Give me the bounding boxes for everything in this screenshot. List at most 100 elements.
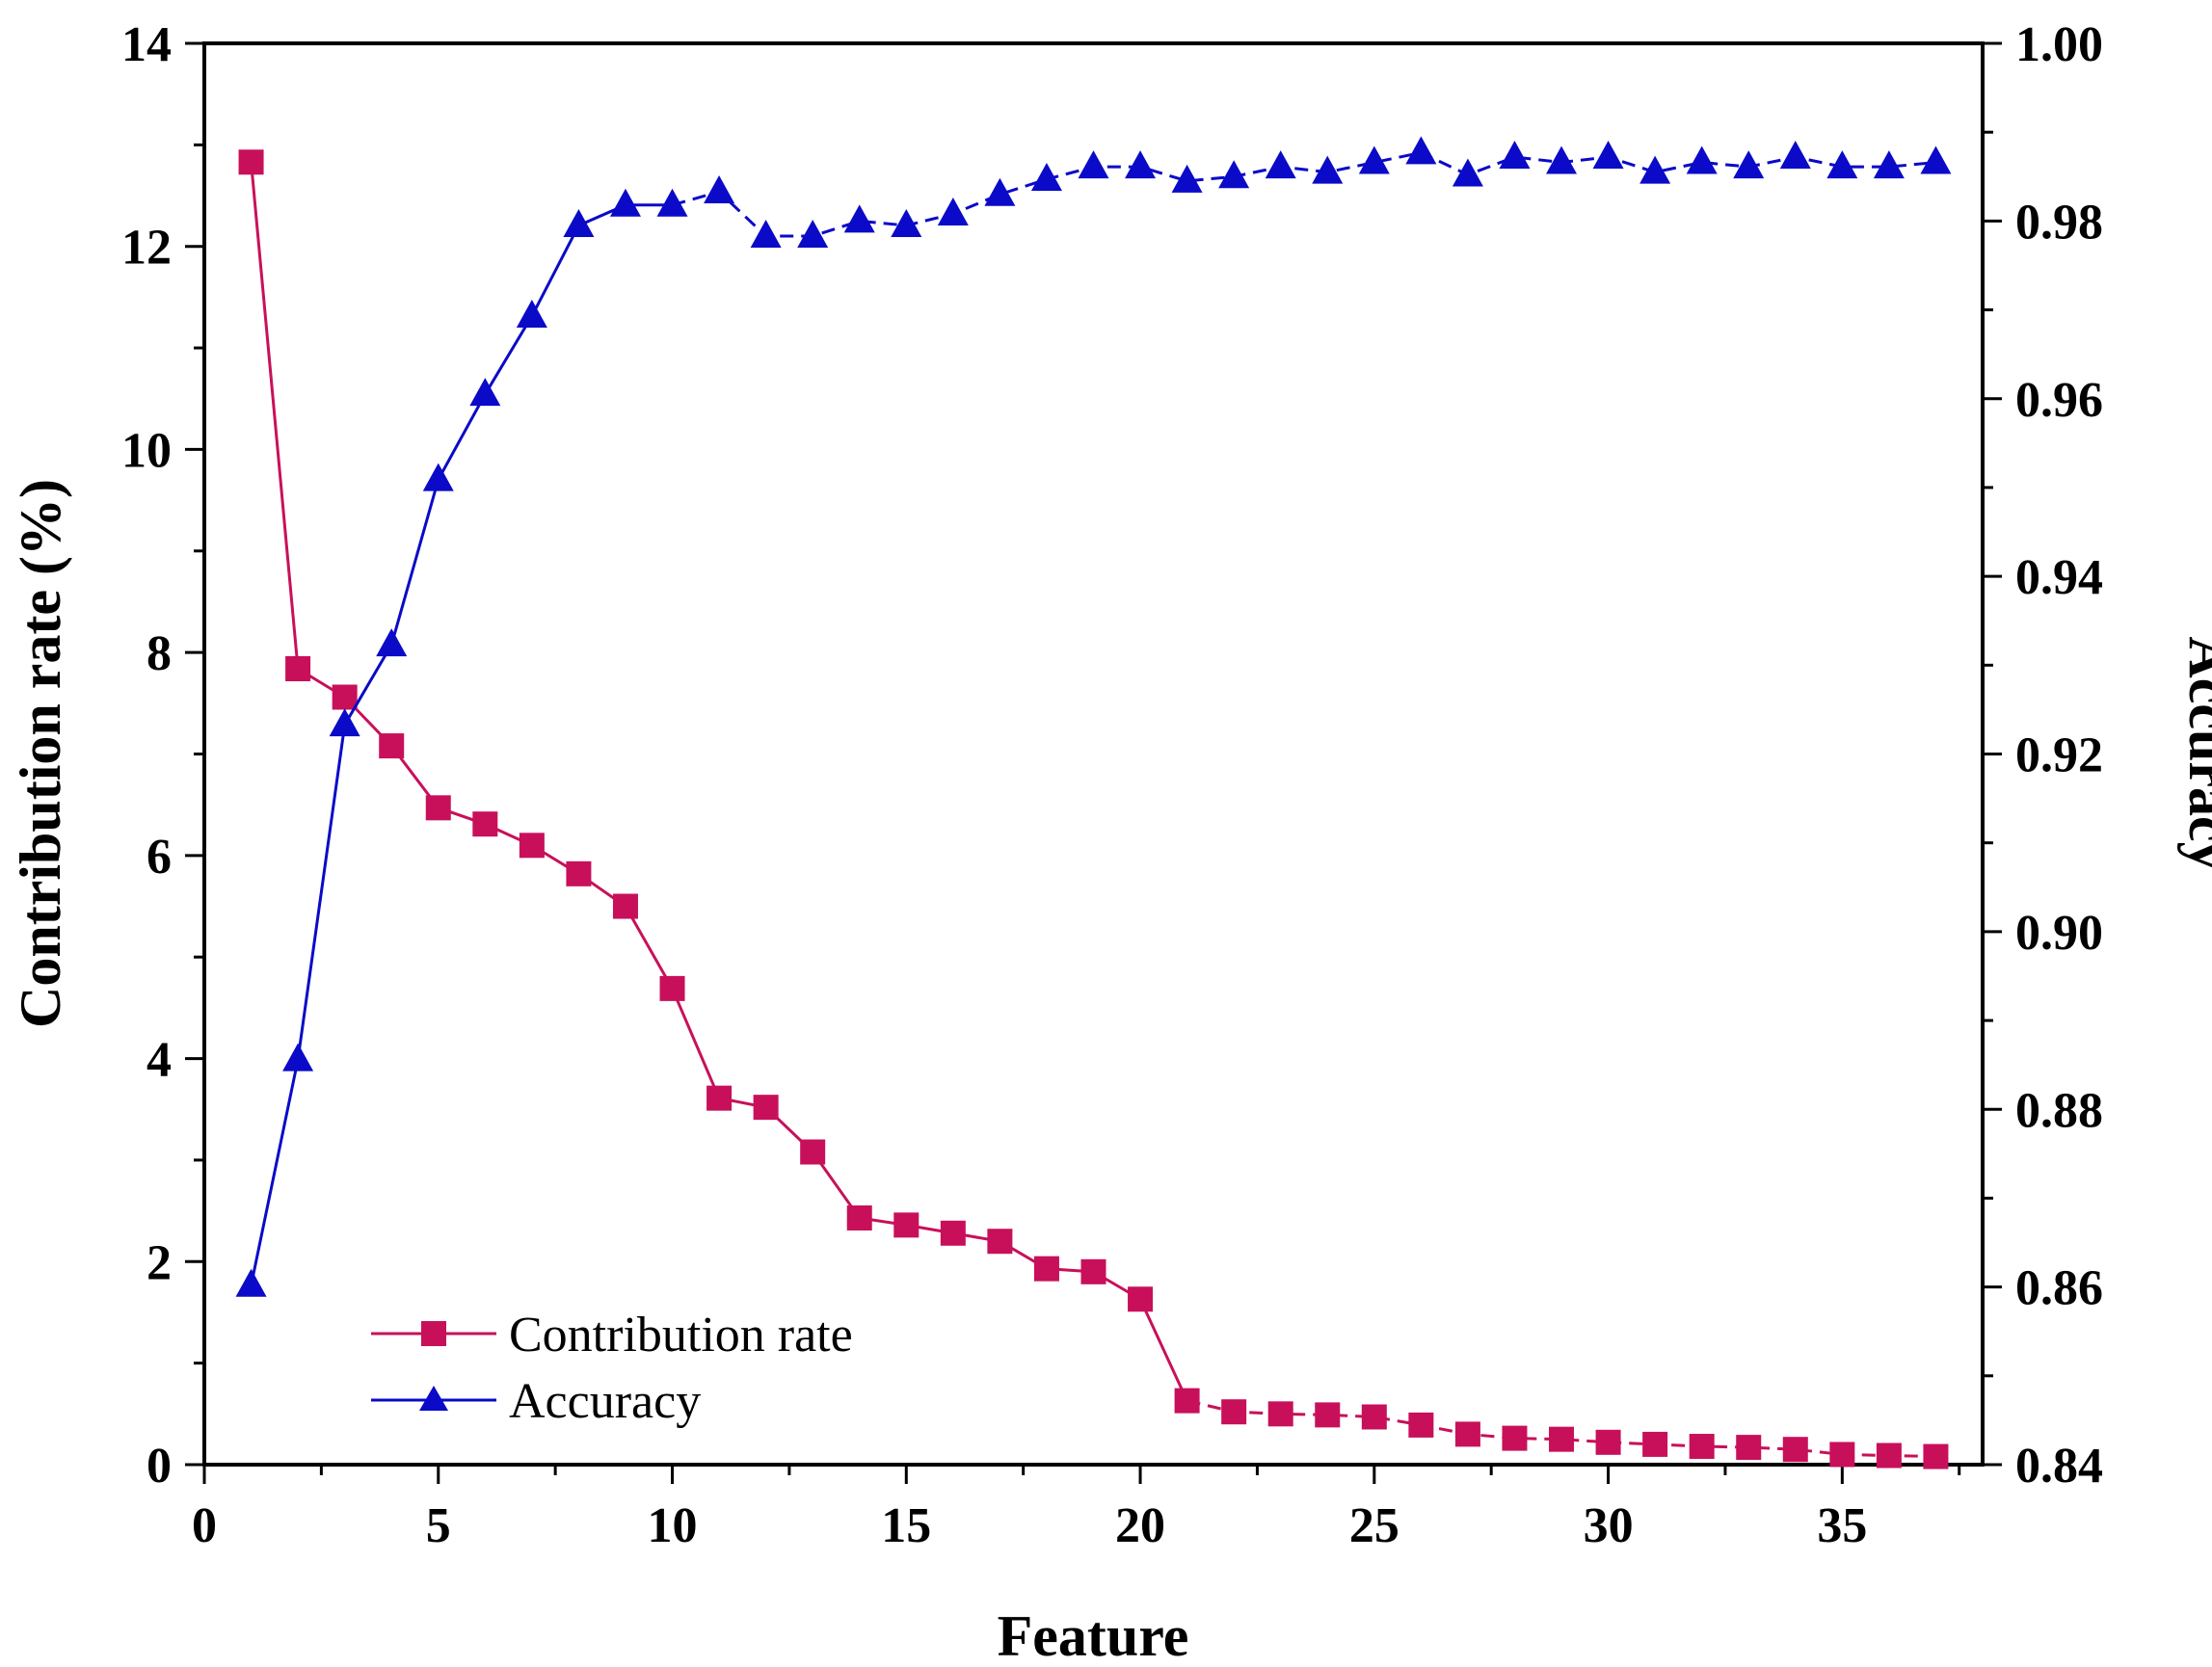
y-left-tick-label: 12 (121, 221, 172, 276)
accuracy-point (516, 300, 547, 329)
accuracy-point (1265, 150, 1296, 179)
contribution-rate-point (1642, 1431, 1668, 1457)
contribution-rate-point (379, 733, 405, 759)
contribution-rate-point (566, 860, 592, 886)
accuracy-point (1218, 160, 1250, 189)
y-left-tick-label: 2 (147, 1235, 172, 1290)
contribution-rate-point (1408, 1412, 1434, 1438)
accuracy-point (1779, 141, 1811, 169)
y-left-tick-label: 0 (147, 1439, 172, 1494)
contribution-rate-point (1315, 1402, 1341, 1428)
contribution-rate-point (987, 1229, 1013, 1255)
accuracy-point (329, 708, 360, 737)
contribution-rate-line (250, 162, 1188, 1402)
accuracy-point (704, 174, 735, 203)
accuracy-point (1733, 150, 1765, 179)
accuracy-point (1920, 146, 1952, 174)
contribution-rate-point (425, 795, 451, 821)
y-left-tick-label: 6 (147, 830, 172, 885)
accuracy-point (1873, 150, 1905, 179)
accuracy-point (984, 177, 1016, 206)
accuracy-point (1686, 146, 1718, 174)
accuracy-point (1452, 158, 1483, 187)
contribution-rate-point (285, 656, 311, 681)
contribution-rate-point (1502, 1425, 1528, 1451)
contribution-rate-point (1361, 1404, 1387, 1430)
contribution-rate-point (846, 1204, 872, 1230)
accuracy-point (1592, 141, 1624, 169)
legend-accuracy-marker (419, 1386, 448, 1411)
accuracy-point (1499, 141, 1531, 169)
contribution-rate-point (659, 975, 685, 1001)
contribution-rate-point (1221, 1399, 1247, 1425)
y-right-tick-label: 0.98 (2015, 195, 2103, 250)
contribution-rate-point (1033, 1256, 1059, 1282)
contribution-rate-point (1689, 1434, 1715, 1460)
legend-contribution-label: Contribution rate (509, 1308, 853, 1363)
accuracy-point (1125, 150, 1157, 179)
legend-contribution-marker (421, 1321, 446, 1346)
accuracy-line-dashed (672, 150, 1936, 238)
x-tick-label: 5 (426, 1498, 451, 1553)
y-left-tick-label: 14 (121, 17, 172, 72)
y-axis-left-title: Contribution rate (%) (9, 479, 72, 1028)
accuracy-point (422, 463, 454, 491)
accuracy-point (937, 198, 969, 225)
contribution-rate-point (1595, 1429, 1621, 1455)
x-axis-title: Feature (998, 1604, 1189, 1667)
accuracy-point (563, 208, 595, 237)
legend: Contribution rate Accuracy (371, 1308, 853, 1429)
x-tick-label: 20 (1115, 1498, 1165, 1553)
accuracy-point (376, 628, 408, 657)
accuracy-point (1546, 146, 1578, 174)
x-tick-label: 30 (1584, 1498, 1634, 1553)
accuracy-point (750, 220, 782, 249)
accuracy-point (1171, 164, 1203, 193)
y-right-tick-label: 0.90 (2015, 906, 2103, 961)
accuracy-point (1639, 155, 1671, 184)
contribution-rate-point (1174, 1388, 1200, 1414)
y-right-tick-label: 0.88 (2015, 1083, 2103, 1138)
accuracy-point (1312, 155, 1344, 184)
y-left-tick-label: 10 (121, 423, 172, 478)
accuracy-point (235, 1268, 267, 1297)
y-axis-right-title: Accuracy (2177, 636, 2212, 870)
accuracy-point (891, 208, 922, 237)
contribution-rate-point (1128, 1286, 1154, 1312)
contribution-rate-point (1923, 1443, 1949, 1469)
contribution-rate-point (238, 149, 264, 175)
y-right-tick-label: 0.96 (2015, 373, 2103, 428)
accuracy-point (1826, 150, 1858, 179)
contribution-rate-point (1782, 1437, 1808, 1463)
contribution-rate-point (1736, 1435, 1762, 1461)
accuracy-line (250, 203, 673, 1286)
accuracy-point (797, 220, 829, 249)
accuracy-point (469, 378, 501, 407)
y-left-tick-label: 4 (147, 1033, 172, 1088)
contribution-rate-point (1549, 1426, 1575, 1452)
accuracy-point (609, 188, 641, 217)
x-tick-label: 10 (648, 1498, 698, 1553)
x-tick-label: 15 (881, 1498, 931, 1553)
legend-accuracy-label: Accuracy (509, 1374, 701, 1429)
x-tick-label: 0 (192, 1498, 217, 1553)
y-right-tick-label: 0.84 (2015, 1439, 2103, 1494)
contribution-rate-line-dashed (1186, 1399, 1936, 1459)
accuracy-point (282, 1043, 314, 1072)
contribution-rate-point (1454, 1421, 1480, 1447)
contribution-rate-point (332, 684, 358, 710)
accuracy-point (1078, 150, 1109, 179)
accuracy-point (1405, 136, 1437, 165)
x-tick-label: 35 (1817, 1498, 1867, 1553)
contribution-rate-point (893, 1212, 919, 1238)
contribution-rate-point (706, 1085, 733, 1111)
accuracy-point (843, 204, 875, 233)
accuracy-point (1030, 163, 1062, 192)
contribution-rate-point (940, 1220, 966, 1246)
contribution-rate-point (519, 833, 545, 859)
contribution-rate-point (1080, 1258, 1106, 1284)
plot-frame (202, 41, 1985, 1467)
y-right-tick-label: 0.94 (2015, 550, 2103, 605)
contribution-rate-point (1876, 1442, 1902, 1469)
